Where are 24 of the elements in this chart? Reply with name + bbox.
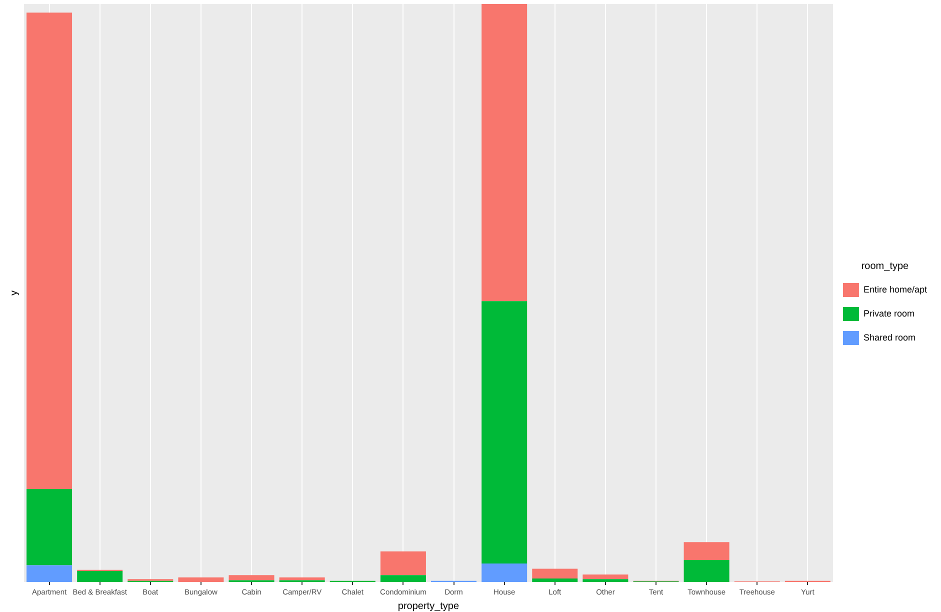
bar [380,551,426,576]
bar [178,577,224,582]
y-axis-title: y [8,290,20,296]
bar [279,577,325,580]
x-axis-title: property_type [398,600,460,612]
bar [228,575,274,580]
bar [26,488,72,566]
bar [582,579,628,582]
bar [26,12,72,489]
legend-label: Entire home/apt [863,284,928,294]
bar [26,565,72,582]
bar [684,560,730,582]
bar [482,564,528,582]
bar [582,574,628,580]
legend-label: Shared room [863,332,916,342]
bar [482,301,528,564]
bar [380,575,426,582]
bar [532,578,578,582]
legend-label: Private room [863,308,914,318]
bar [482,4,528,302]
bar [684,542,730,560]
bar [532,568,578,579]
bar [77,571,123,582]
legend-title: room_type [861,260,910,272]
